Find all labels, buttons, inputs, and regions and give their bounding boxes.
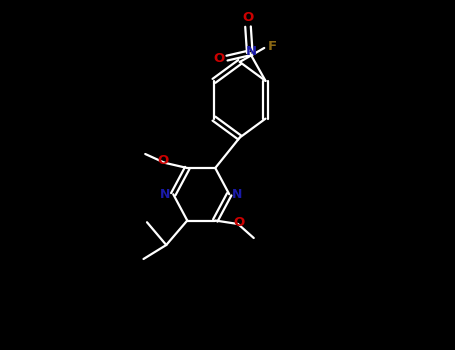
Text: O: O xyxy=(243,11,253,25)
Text: N: N xyxy=(232,188,242,201)
Text: F: F xyxy=(268,40,277,53)
Text: O: O xyxy=(157,154,168,168)
Text: O: O xyxy=(214,51,225,65)
Text: N: N xyxy=(246,44,257,58)
Text: O: O xyxy=(233,216,245,229)
Text: N: N xyxy=(160,188,171,201)
